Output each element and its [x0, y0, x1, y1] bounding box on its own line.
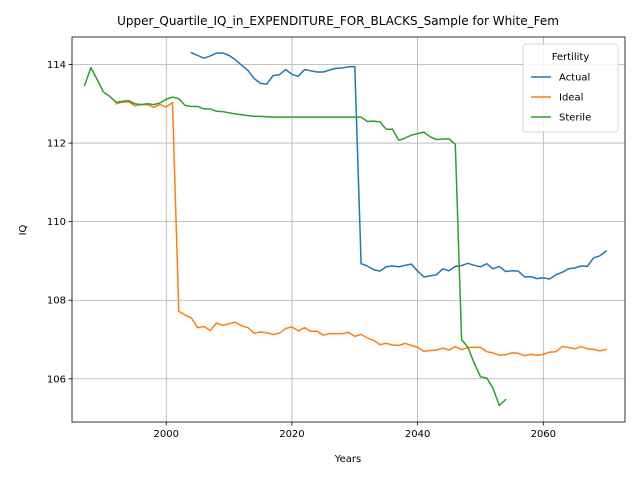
series-line-actual	[190, 51, 608, 280]
series-line-sterile	[83, 66, 507, 407]
x-tick-label: 2040	[405, 429, 430, 440]
chart-title: Upper_Quartile_IQ_in_EXPENDITURE_FOR_BLA…	[117, 14, 559, 28]
y-tick-label: 110	[47, 217, 66, 228]
legend-label-actual: Actual	[559, 73, 590, 84]
y-tick-label: 112	[47, 139, 66, 150]
legend-box	[522, 43, 619, 133]
x-axis-label: Years	[334, 454, 361, 465]
y-axis-label: IQ	[18, 224, 29, 235]
legend: Fertility Actual Ideal Sterile	[522, 43, 619, 133]
legend-title: Fertility	[552, 52, 590, 63]
legend-label-ideal: Ideal	[559, 93, 583, 104]
legend-label-sterile: Sterile	[559, 113, 591, 124]
y-tick-label: 114	[47, 60, 66, 71]
plot-area-frame	[71, 36, 626, 423]
x-tick-label: 2000	[154, 429, 179, 440]
series-lines	[83, 51, 608, 407]
axis-ticks: 2000 2020 2040 2060 106 108 110 112 114	[47, 60, 556, 440]
y-tick-label: 108	[47, 296, 66, 307]
y-tick-label: 106	[47, 374, 66, 385]
x-tick-label: 2060	[531, 429, 556, 440]
x-tick-label: 2020	[279, 429, 304, 440]
series-line-ideal	[115, 101, 608, 357]
